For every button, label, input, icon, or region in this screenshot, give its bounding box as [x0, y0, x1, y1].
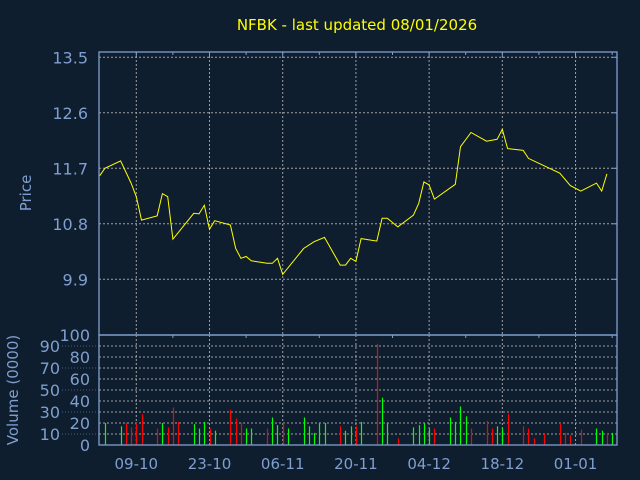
price-tick-label: 12.6: [52, 104, 88, 123]
volume-tick-label: 60: [70, 370, 90, 389]
volume-tick-label: 50: [40, 381, 60, 400]
volume-tick-label: 40: [70, 392, 90, 411]
price-tick-label: 9.9: [63, 270, 88, 289]
price-tick-label: 10.8: [52, 215, 88, 234]
volume-tick-label: 100: [59, 326, 90, 345]
chart-title: NFBK - last updated 08/01/2026: [237, 16, 477, 34]
date-tick-label: 04-12: [407, 455, 451, 473]
price-plot-frame: [98, 51, 618, 336]
date-tick-label: 06-11: [261, 455, 305, 473]
volume-tick-label: 80: [70, 348, 90, 367]
volume-tick-label: 20: [70, 414, 90, 433]
date-tick-label: 18-12: [481, 455, 525, 473]
price-line: [99, 128, 608, 276]
volume-tick-label: 30: [40, 403, 60, 422]
date-tick-label: 23-10: [188, 455, 232, 473]
volume-tick-label: 90: [40, 337, 60, 356]
price-tick-label: 13.5: [52, 48, 88, 67]
date-tick-label: 09-10: [115, 455, 159, 473]
date-tick-label: 20-11: [334, 455, 378, 473]
price-tick-label: 11.7: [52, 159, 88, 178]
volume-tick-label: 10: [40, 425, 60, 444]
date-tick-label: 01-01: [554, 455, 598, 473]
volume-axis-label: Volume (0000): [4, 335, 22, 445]
volume-tick-label: 0: [80, 436, 90, 455]
volume-tick-label: 70: [40, 359, 60, 378]
volume-plot-frame: [98, 334, 618, 446]
price-axis-label: Price: [17, 175, 35, 212]
